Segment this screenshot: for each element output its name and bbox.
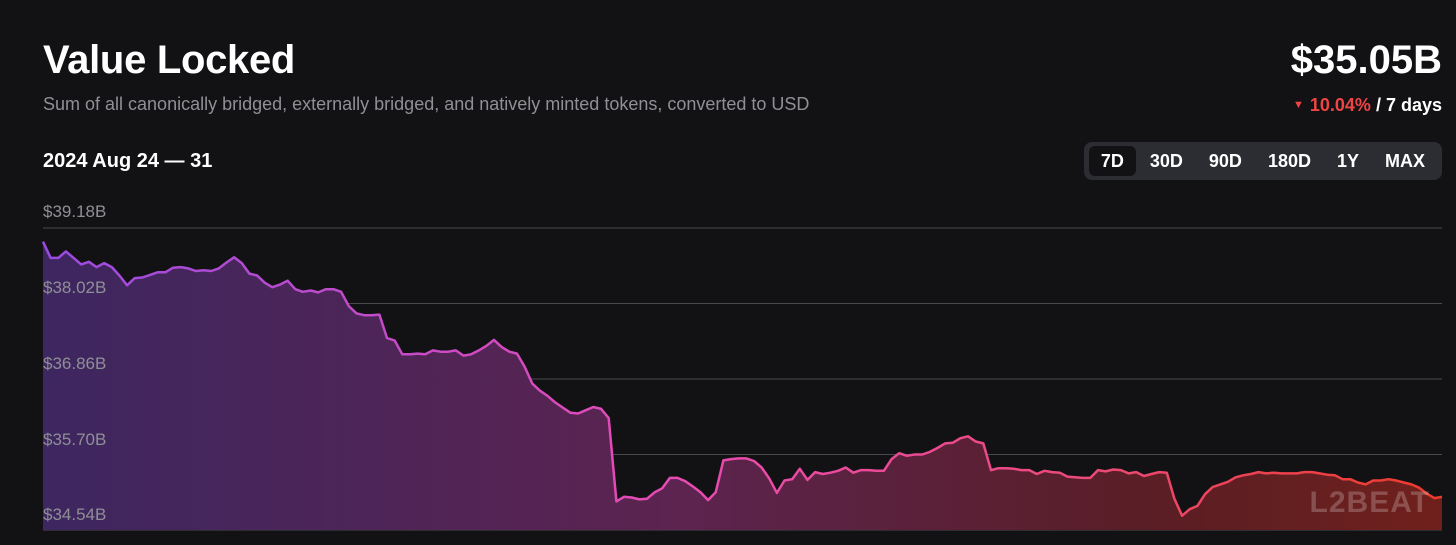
- tab-1y[interactable]: 1Y: [1336, 151, 1359, 171]
- change-summary: ▼ 10.04% / 7 days: [1293, 95, 1442, 116]
- y-tick-label: $35.70B: [43, 430, 107, 449]
- y-tick-label: $36.86B: [43, 354, 107, 373]
- tab-90d[interactable]: 90D: [1208, 151, 1242, 171]
- tab-max[interactable]: MAX: [1385, 151, 1425, 171]
- page-title: Value Locked: [43, 38, 296, 82]
- total-value: $35.05B: [1290, 38, 1442, 82]
- page-subtitle: Sum of all canonically bridged, external…: [43, 94, 810, 114]
- date-range: 2024 Aug 24 — 31: [43, 150, 213, 172]
- change-percent: 10.04%: [1309, 95, 1371, 115]
- tab-180d[interactable]: 180D: [1267, 151, 1311, 171]
- area-fill: [43, 241, 1442, 530]
- time-range-tabs: 7D 30D 90D 180D 1Y MAX: [1083, 142, 1442, 180]
- y-tick-label: $34.54B: [43, 505, 107, 524]
- change-period: / 7 days: [1375, 95, 1442, 115]
- l2beat-watermark: L2BEAT: [1309, 486, 1430, 519]
- series-line: [41, 241, 1443, 517]
- tab-7d[interactable]: 7D: [1088, 146, 1136, 176]
- down-triangle-icon: ▼: [1292, 99, 1304, 111]
- y-tick-label: $39.18B: [43, 202, 107, 221]
- tab-30d[interactable]: 30D: [1149, 151, 1183, 171]
- y-tick-label: $38.02B: [43, 278, 107, 297]
